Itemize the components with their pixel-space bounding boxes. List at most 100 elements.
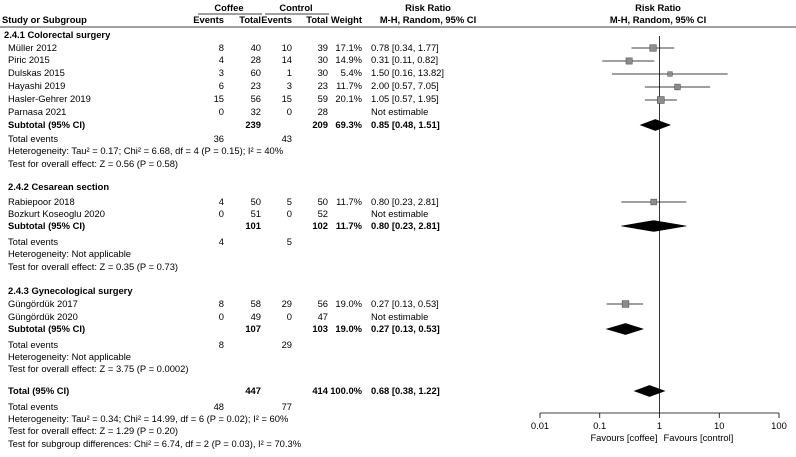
total-events-coffee: 36	[214, 133, 224, 144]
total-control: 50	[318, 196, 328, 207]
study-name: Piric 2015	[8, 54, 50, 65]
subgroup-cesarean: 2.4.2 Cesarean section Rabiepoor 2018 4 …	[8, 181, 440, 272]
events-coffee: 0	[219, 208, 224, 219]
study-row: Hayashi 2019 6 23 3 23 11.7% 2.00 [0.57,…	[8, 80, 439, 91]
weight: 5.4%	[341, 67, 362, 78]
risk-ratio-ci: 1.05 [0.57, 1.95]	[371, 93, 439, 104]
header: Coffee Control Risk Ratio Risk Ratio Stu…	[0, 2, 796, 28]
study-name: Güngördük 2017	[8, 298, 78, 309]
subtotal-weight: 69.3%	[335, 119, 362, 130]
total-events-label: Total events	[8, 339, 58, 350]
subgroup-colorectal: 2.4.1 Colorectal surgery Müller 2012 8 4…	[4, 29, 444, 169]
events-control: 5	[287, 196, 292, 207]
plot-area: 0.01 0.1 1 10 100 Favours [coffee] Favours [co…	[531, 36, 787, 443]
pooled-diamond	[639, 119, 672, 131]
header-plot-method: M-H, Random, 95% CI	[610, 14, 706, 25]
total-control: 56	[318, 298, 328, 309]
events-control: 3	[287, 80, 292, 91]
study-point-estimate	[649, 44, 657, 52]
total-weight: 100.0%	[330, 385, 362, 396]
study-name: Müller 2012	[8, 42, 57, 53]
risk-ratio-ci: Not estimable	[371, 311, 428, 322]
subgroup-title: 2.4.2 Cesarean section	[8, 181, 109, 192]
events-control: 10	[282, 42, 292, 53]
risk-ratio-ci: 2.00 [0.57, 7.05]	[371, 80, 439, 91]
subtotal-label: Subtotal (95% CI)	[8, 119, 85, 130]
header-group2: Control	[279, 2, 312, 13]
subtotal-ci: 0.27 [0.13, 0.53]	[371, 323, 440, 334]
risk-ratio-ci: 1.50 [0.16, 13.82]	[371, 67, 444, 78]
study-row: Rabiepoor 2018 4 50 5 50 11.7% 0.80 [0.2…	[8, 196, 439, 207]
total-coffee: 40	[251, 42, 261, 53]
total-coffee: 50	[251, 196, 261, 207]
study-point-estimate	[650, 198, 657, 206]
study-point-estimate	[621, 300, 630, 308]
header-total-1: Total	[239, 14, 261, 25]
total-events-control: 43	[282, 133, 292, 144]
subtotal-total-control: 103	[312, 323, 328, 334]
total-events-label: Total events	[8, 236, 58, 247]
overall-effect: Test for overall effect: Z = 1.29 (P = 0…	[8, 425, 178, 436]
study-name: Hasler-Gehrer 2019	[8, 93, 91, 104]
pooled-diamond	[621, 220, 687, 232]
weight: 11.7%	[336, 196, 362, 207]
risk-ratio-ci: Not estimable	[371, 208, 428, 219]
total-coffee: 49	[251, 311, 261, 322]
heterogeneity: Heterogeneity: Not applicable	[8, 248, 131, 259]
events-coffee: 3	[219, 67, 224, 78]
events-coffee: 6	[219, 80, 224, 91]
overall-total: Total (95% CI) 447 414 100.0% 0.68 [0.38…	[8, 385, 440, 449]
study-row: Parnasa 2021 0 32 0 28 Not estimable	[8, 106, 428, 117]
heterogeneity: Heterogeneity: Tau² = 0.17; Chi² = 6.68,…	[8, 145, 283, 156]
total-coffee: 28	[251, 54, 261, 65]
heterogeneity: Heterogeneity: Tau² = 0.34; Chi² = 14.99…	[8, 413, 288, 424]
total-control: 23	[318, 80, 328, 91]
header-events-2: Events	[261, 14, 292, 25]
header-study: Study or Subgroup	[2, 14, 87, 25]
total-control: 28	[318, 106, 328, 117]
total-coffee: 32	[251, 106, 261, 117]
total-events-coffee: 4	[219, 236, 224, 247]
weight: 17.1%	[335, 42, 362, 53]
x-tick-label: 0.1	[593, 420, 606, 431]
total-events-coffee: 8	[219, 339, 224, 350]
x-tick-label: 0.01	[531, 420, 549, 431]
total-label: Total (95% CI)	[8, 385, 69, 396]
subtotal-total-control: 209	[312, 119, 328, 130]
risk-ratio-ci: 0.27 [0.13, 0.53]	[371, 298, 439, 309]
total-coffee: 51	[251, 208, 261, 219]
total-control: 47	[318, 311, 328, 322]
study-point-estimate	[667, 71, 673, 77]
subtotal-row: Subtotal (95% CI) 107 103 19.0% 0.27 [0.…	[8, 323, 440, 334]
subgroup-differences: Test for subgroup differences: Chi² = 6.…	[8, 438, 301, 449]
total-events-label: Total events	[8, 133, 58, 144]
subtotal-weight: 11.7%	[336, 220, 363, 231]
total-ci: 0.68 [0.38, 1.22]	[371, 385, 440, 396]
subtotal-total-control: 102	[312, 220, 328, 231]
subtotal-ci: 0.85 [0.48, 1.51]	[371, 119, 440, 130]
study-point-estimate	[657, 96, 665, 104]
risk-ratio-ci: 0.80 [0.23, 2.81]	[371, 196, 439, 207]
overall-effect: Test for overall effect: Z = 0.35 (P = 0…	[8, 261, 178, 272]
header-weight: Weight	[331, 14, 362, 25]
events-coffee: 8	[219, 42, 224, 53]
study-row: Hasler-Gehrer 2019 15 56 15 59 20.1% 1.0…	[8, 93, 439, 104]
header-effect-method: M-H, Random, 95% CI	[380, 14, 476, 25]
subtotal-label: Subtotal (95% CI)	[8, 220, 85, 231]
total-events-coffee: 48	[214, 401, 224, 412]
weight: 20.1%	[335, 93, 362, 104]
events-coffee: 15	[214, 93, 224, 104]
total-events-control: 5	[287, 236, 292, 247]
risk-ratio-ci: 0.31 [0.11, 0.82]	[371, 54, 438, 65]
favours-control-label: Favours [control]	[664, 432, 734, 443]
events-control: 1	[287, 67, 292, 78]
total-coffee: 447	[245, 385, 261, 396]
subtotal-total-coffee: 101	[245, 220, 261, 231]
subtotal-row: Subtotal (95% CI) 101 102 11.7% 0.80 [0.…	[8, 220, 440, 231]
total-coffee: 58	[251, 298, 261, 309]
subtotal-row: Subtotal (95% CI) 239 209 69.3% 0.85 [0.…	[8, 119, 440, 130]
heterogeneity: Heterogeneity: Not applicable	[8, 351, 131, 362]
x-tick-label: 100	[771, 420, 787, 431]
events-control: 0	[287, 311, 292, 322]
study-row: Güngördük 2020 0 49 0 47 Not estimable	[8, 311, 428, 322]
